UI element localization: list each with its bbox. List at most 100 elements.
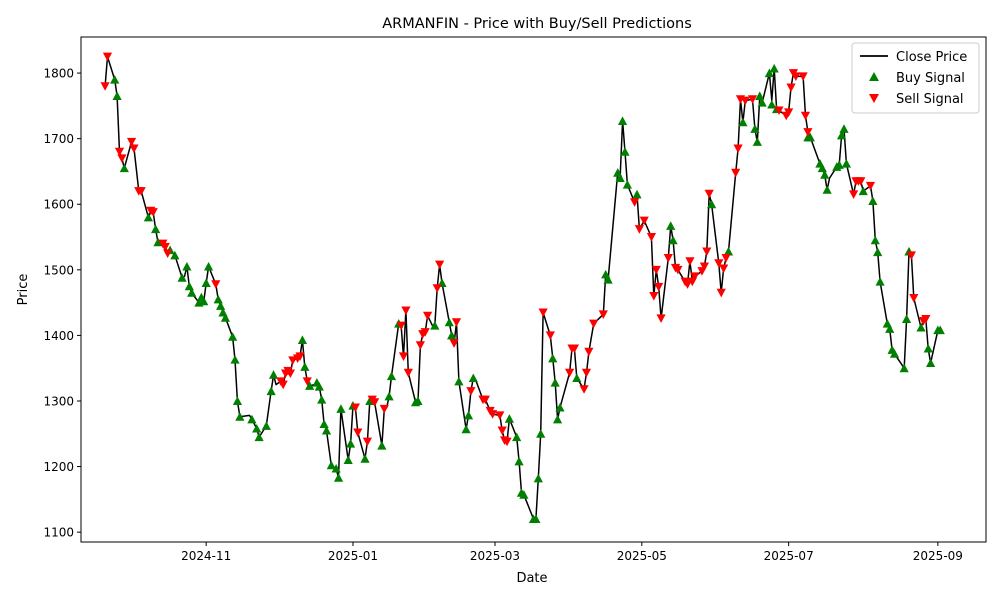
buy-signal-marker xyxy=(305,381,315,390)
sell-signal-marker xyxy=(288,356,298,365)
sell-signal-marker xyxy=(432,284,442,293)
buy-signal-marker xyxy=(220,313,231,322)
sell-signal-marker xyxy=(581,368,592,378)
y-tick-label: 1400 xyxy=(43,329,74,343)
buy-signal-marker xyxy=(755,91,765,101)
buy-signal-marker xyxy=(822,185,832,194)
sell-signal-marker xyxy=(129,144,139,154)
sell-signal-marker xyxy=(865,181,876,191)
y-axis-label: Price xyxy=(16,274,31,306)
buy-signal-marker xyxy=(201,278,211,287)
sell-signal-marker xyxy=(136,187,146,196)
legend-box xyxy=(851,42,980,114)
sell-signal-marker xyxy=(100,82,110,91)
sell-signal-marker xyxy=(435,260,445,270)
buy-signal-marker xyxy=(870,235,880,245)
sell-signal-marker xyxy=(740,96,750,106)
buy-signal-marker xyxy=(331,463,341,473)
buy-signal-marker xyxy=(858,186,868,196)
sell-signal-marker xyxy=(784,108,794,118)
sell-signal-marker xyxy=(415,341,425,350)
sell-signal-marker xyxy=(716,288,726,298)
buy-signal-marker xyxy=(901,314,912,324)
buy-signal-marker xyxy=(668,235,678,245)
buy-signal-marker xyxy=(377,440,387,450)
buy-signal-marker xyxy=(468,373,478,383)
sell-signal-marker xyxy=(379,404,389,414)
buy-signal-marker xyxy=(461,424,471,434)
legend-label-sell-signal: Sell Signal xyxy=(896,92,964,107)
plot-frame xyxy=(80,36,987,543)
y-tick-label: 1700 xyxy=(43,132,74,146)
buy-signal-marker xyxy=(153,237,163,247)
x-tick-label: 2025-05 xyxy=(617,549,667,563)
buy-signal-marker xyxy=(333,473,344,482)
buy-signal-marker xyxy=(841,158,851,168)
sell-signal-marker xyxy=(403,368,413,378)
buy-signal-marker xyxy=(254,432,264,442)
sell-signal-marker xyxy=(651,265,661,275)
legend-label-close-price: Close Price xyxy=(896,50,967,65)
buy-signal-marker xyxy=(447,330,457,340)
sell-signal-marker xyxy=(569,344,580,354)
buy-signal-marker xyxy=(767,99,777,109)
buy-signal-marker xyxy=(413,396,423,405)
sell-signal-marker xyxy=(685,257,695,266)
buy-signal-marker xyxy=(617,116,628,125)
buy-signal-marker xyxy=(232,396,243,405)
buy-signal-marker xyxy=(632,189,642,199)
buy-signal-marker xyxy=(230,355,240,364)
sell-signal-marker xyxy=(114,147,125,157)
sell-signal-marker xyxy=(278,380,288,390)
sell-signal-marker xyxy=(774,106,784,116)
buy-signal-marker xyxy=(817,163,827,173)
buy-signal-marker xyxy=(899,363,909,373)
x-tick-label: 2024-11 xyxy=(181,549,231,563)
sell-signal-marker xyxy=(589,319,599,329)
y-tick-label: 1100 xyxy=(43,526,74,540)
sell-signal-marker xyxy=(480,395,490,405)
legend-buy-swatch xyxy=(869,72,879,81)
sell-signal-marker xyxy=(350,403,360,413)
buy-signal-marker xyxy=(555,402,565,412)
buy-signal-marker xyxy=(463,410,474,420)
buy-signal-marker xyxy=(707,199,717,209)
sell-signal-marker xyxy=(856,177,866,186)
sell-signal-marker xyxy=(786,83,796,93)
buy-signal-marker xyxy=(182,261,192,271)
buy-signal-marker xyxy=(112,91,122,101)
buy-signal-marker xyxy=(187,288,197,297)
buy-signal-marker xyxy=(321,425,332,435)
sell-signal-marker xyxy=(538,308,548,318)
buy-signal-marker xyxy=(836,130,847,140)
buy-signal-marker xyxy=(868,196,878,205)
buy-signal-marker xyxy=(119,163,129,173)
buy-signal-marker xyxy=(873,247,883,257)
sell-signal-marker xyxy=(663,254,673,263)
y-tick-label: 1300 xyxy=(43,394,74,408)
buy-signal-marker xyxy=(247,414,257,424)
buy-signal-marker xyxy=(268,370,279,379)
buy-signal-marker xyxy=(360,454,370,463)
buy-signal-marker xyxy=(519,490,529,499)
buy-signal-marker xyxy=(297,335,308,344)
sell-signal-marker xyxy=(719,264,729,274)
buy-signal-marker xyxy=(300,362,310,371)
buy-signal-marker xyxy=(326,460,336,470)
buy-signal-marker xyxy=(536,429,546,438)
sell-signal-marker xyxy=(370,398,380,407)
sell-signal-marker xyxy=(449,339,459,348)
buy-signal-marker xyxy=(444,317,454,327)
buy-signal-marker xyxy=(343,455,353,465)
sell-signal-marker xyxy=(649,292,659,301)
x-tick-label: 2025-09 xyxy=(913,549,963,563)
buy-signal-marker xyxy=(203,261,214,271)
buy-signal-markers xyxy=(110,63,945,524)
sell-signal-marker xyxy=(502,437,512,447)
buy-signal-marker xyxy=(384,391,394,401)
sell-signal-marker xyxy=(733,144,743,154)
sell-signal-marker xyxy=(579,385,589,394)
sell-signal-marker xyxy=(126,137,137,147)
sell-signal-marker xyxy=(102,52,113,62)
